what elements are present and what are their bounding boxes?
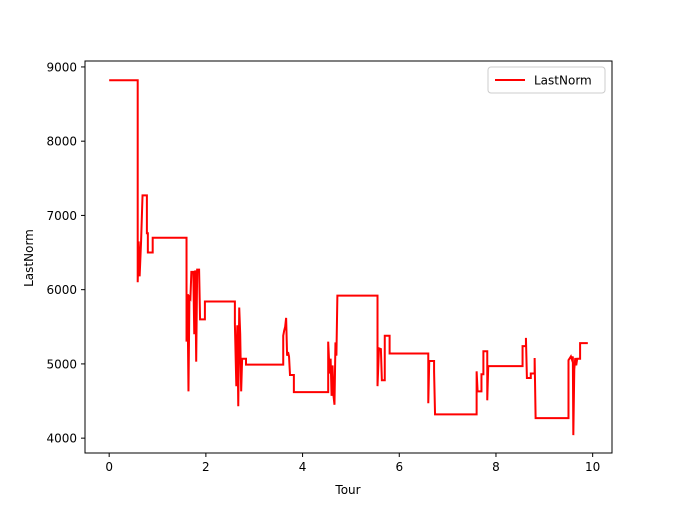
x-tick-label: 2 — [202, 460, 210, 474]
x-tick-label: 8 — [492, 460, 500, 474]
y-tick-label: 8000 — [46, 135, 77, 149]
x-tick-label: 0 — [105, 460, 113, 474]
x-axis-label: Tour — [334, 483, 360, 497]
plot-area — [109, 79, 588, 436]
y-tick-label: 5000 — [46, 357, 77, 371]
plot-frame — [84, 60, 613, 454]
y-axis-label: LastNorm — [22, 229, 36, 287]
x-tick-label: 10 — [585, 460, 600, 474]
legend-box — [487, 66, 606, 94]
y-tick-label: 7000 — [46, 209, 77, 223]
series-line-0 — [109, 79, 588, 436]
x-tick-label: 4 — [299, 460, 307, 474]
x-tick-label: 6 — [395, 460, 403, 474]
legend: LastNorm — [487, 66, 606, 94]
y-axis-ticks: 4000 5000 6000 7000 8000 9000 — [46, 60, 85, 446]
y-tick-label: 4000 — [46, 432, 77, 446]
y-tick-label: 6000 — [46, 283, 77, 297]
x-axis-ticks: 0 2 4 6 8 10 — [105, 453, 600, 474]
y-tick-label: 9000 — [46, 60, 77, 74]
legend-label: LastNorm — [534, 74, 592, 88]
